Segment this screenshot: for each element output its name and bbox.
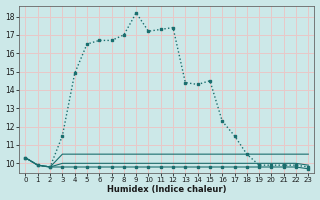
X-axis label: Humidex (Indice chaleur): Humidex (Indice chaleur) xyxy=(107,185,227,194)
